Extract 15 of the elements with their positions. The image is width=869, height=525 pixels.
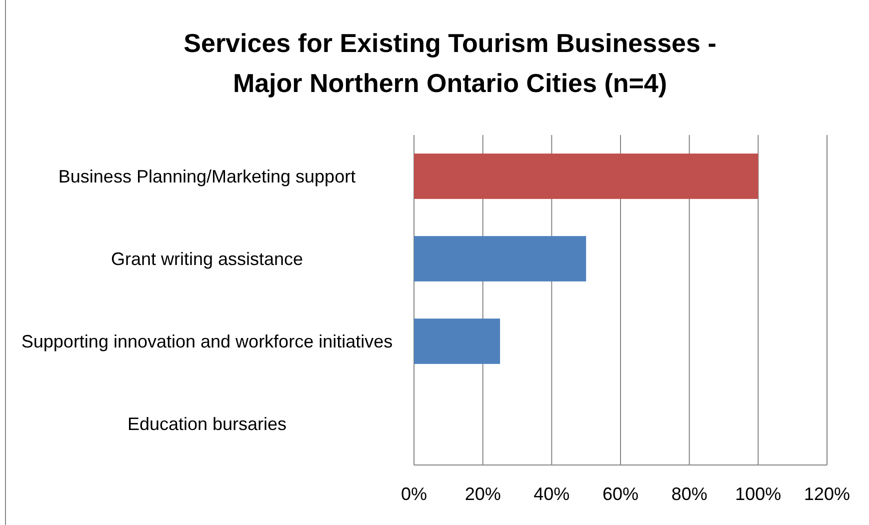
x-tick-label: 20% — [464, 484, 501, 504]
bar — [414, 154, 758, 199]
x-tick-label: 40% — [534, 484, 570, 504]
y-tick-label: Education bursaries — [127, 414, 287, 434]
x-tick-label: 100% — [735, 484, 782, 504]
x-tick-label: 0% — [400, 484, 428, 504]
y-tick-label: Grant writing assistance — [110, 248, 304, 269]
x-tick-label: 80% — [671, 484, 708, 504]
bar — [414, 318, 500, 364]
y-tick-label: Business Planning/Marketing support — [58, 166, 356, 186]
y-tick-label: Supporting innovation and workforce initiatives — [21, 331, 393, 352]
x-tick-label: 120% — [804, 484, 850, 504]
bar — [414, 236, 586, 282]
chart-title: Services for Existing Tourism Businesses - Major Northern Ontario Cities (n=4) — [184, 28, 716, 98]
x-tick-label: 60% — [602, 484, 639, 504]
